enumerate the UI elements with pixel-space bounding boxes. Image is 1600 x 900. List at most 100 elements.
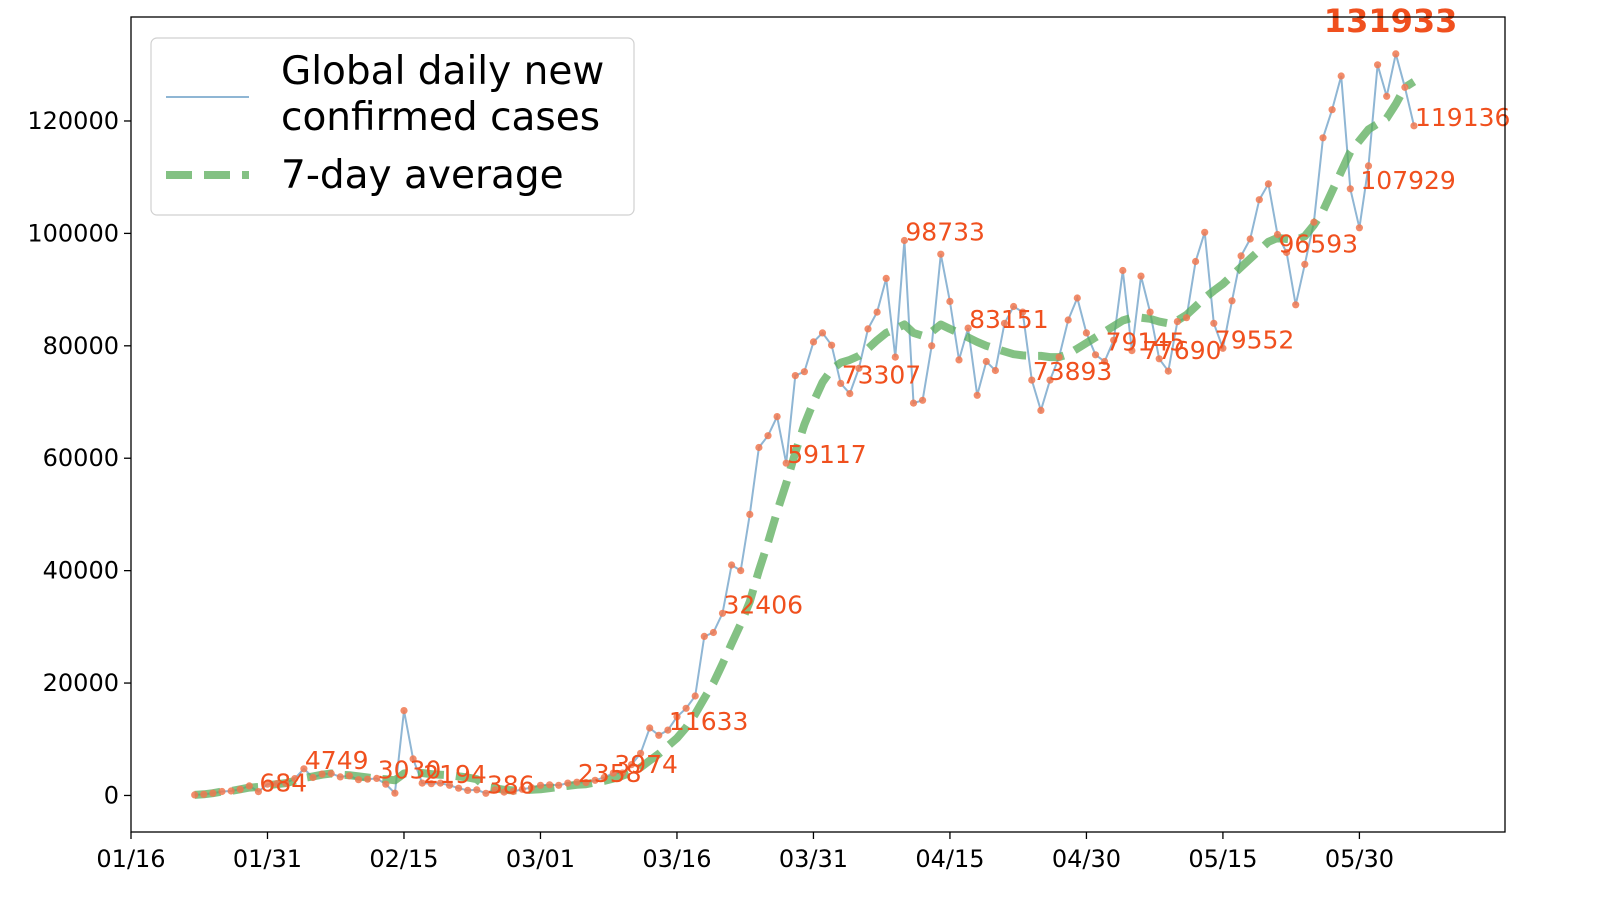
data-point	[664, 726, 672, 734]
data-point	[309, 773, 317, 782]
x-tick-label: 01/31	[233, 845, 302, 873]
value-annotation: 119136	[1415, 103, 1510, 132]
data-point	[491, 786, 499, 794]
data-point	[891, 353, 899, 361]
data-point	[1410, 122, 1418, 130]
data-point	[1073, 294, 1081, 302]
data-point	[482, 789, 490, 797]
x-tick-label: 03/31	[779, 845, 848, 873]
data-point	[345, 772, 353, 780]
data-point	[209, 789, 217, 797]
data-point	[527, 784, 536, 792]
data-point	[327, 769, 335, 778]
data-point	[900, 236, 909, 245]
data-point	[1374, 61, 1382, 69]
x-tick-label: 02/15	[369, 845, 438, 873]
data-point	[573, 778, 581, 786]
value-annotation: 59117	[787, 440, 867, 469]
legend-avg-label: 7-day average	[281, 153, 564, 198]
value-annotation: 3974	[614, 750, 678, 779]
x-tick-label: 05/30	[1325, 845, 1394, 873]
average-series-layer	[194, 78, 1417, 799]
data-point	[391, 789, 399, 797]
data-point	[254, 788, 262, 796]
data-point	[436, 779, 444, 787]
data-point	[982, 357, 990, 366]
x-tick-label: 01/16	[96, 845, 165, 873]
data-point	[509, 787, 517, 796]
data-point	[609, 769, 617, 777]
value-annotation: 4749	[305, 746, 369, 775]
value-annotation: 32406	[724, 590, 804, 619]
data-point	[455, 784, 463, 792]
marker-layer	[191, 50, 1418, 799]
data-point	[1264, 180, 1272, 188]
legend-raw-label-line1: Global daily new	[281, 49, 604, 94]
x-tick-label: 04/15	[915, 845, 984, 873]
y-tick-label: 20000	[43, 669, 119, 697]
data-point	[263, 780, 272, 788]
data-point	[1383, 92, 1391, 100]
legend-raw-label-line2: confirmed cases	[281, 95, 600, 140]
x-tick-label: 03/16	[642, 845, 711, 873]
data-point	[728, 561, 736, 569]
data-point	[773, 413, 781, 421]
data-point	[582, 778, 590, 787]
data-point	[682, 704, 690, 712]
data-point	[518, 785, 526, 793]
y-tick-label: 60000	[43, 444, 119, 472]
data-point	[1337, 72, 1345, 80]
data-point	[782, 459, 790, 467]
data-point	[400, 707, 408, 715]
data-point	[236, 785, 244, 793]
value-annotation: 386	[487, 770, 535, 799]
data-point	[1037, 406, 1045, 414]
data-point	[928, 342, 936, 350]
data-point	[737, 567, 745, 575]
data-point	[464, 786, 472, 795]
data-point	[1319, 134, 1327, 142]
data-point	[700, 632, 708, 641]
data-point	[1364, 162, 1373, 170]
data-point	[991, 366, 1000, 375]
data-point	[1283, 248, 1291, 257]
y-tick-label: 80000	[43, 332, 119, 360]
data-point	[536, 781, 545, 789]
y-tick-label: 0	[104, 781, 119, 809]
data-point	[709, 628, 718, 637]
data-point	[418, 779, 426, 787]
x-axis: 01/16 01/31 02/15 03/01 03/16 03/31 04/15 04/30…	[96, 832, 1394, 873]
data-point	[354, 776, 363, 784]
data-point	[282, 779, 290, 787]
data-point	[600, 773, 608, 782]
legend-box	[150, 37, 635, 216]
value-annotation: 11633	[669, 707, 749, 736]
data-point	[227, 787, 235, 795]
data-point	[191, 791, 199, 799]
legend: Global daily new confirmed cases 7-day a…	[150, 37, 635, 216]
value-annotation: 73893	[1033, 357, 1113, 386]
data-point	[427, 780, 435, 788]
data-point	[1000, 319, 1009, 327]
data-point	[373, 774, 381, 783]
value-annotation: 107929	[1360, 166, 1455, 195]
data-point	[946, 297, 954, 305]
data-point	[1401, 83, 1409, 91]
data-point	[809, 338, 818, 346]
data-point	[1046, 376, 1054, 384]
data-point	[445, 781, 454, 789]
y-tick-label: 120000	[27, 107, 119, 135]
data-point	[655, 731, 663, 739]
data-point	[1173, 318, 1181, 326]
data-point	[691, 692, 699, 700]
data-point	[1237, 252, 1245, 260]
data-point	[336, 773, 344, 781]
data-point	[846, 390, 854, 398]
data-point	[1082, 329, 1090, 337]
value-annotation: 3030	[378, 755, 442, 784]
data-point	[1028, 376, 1036, 384]
average-series-line	[194, 78, 1417, 799]
y-tick-label: 100000	[27, 219, 119, 247]
